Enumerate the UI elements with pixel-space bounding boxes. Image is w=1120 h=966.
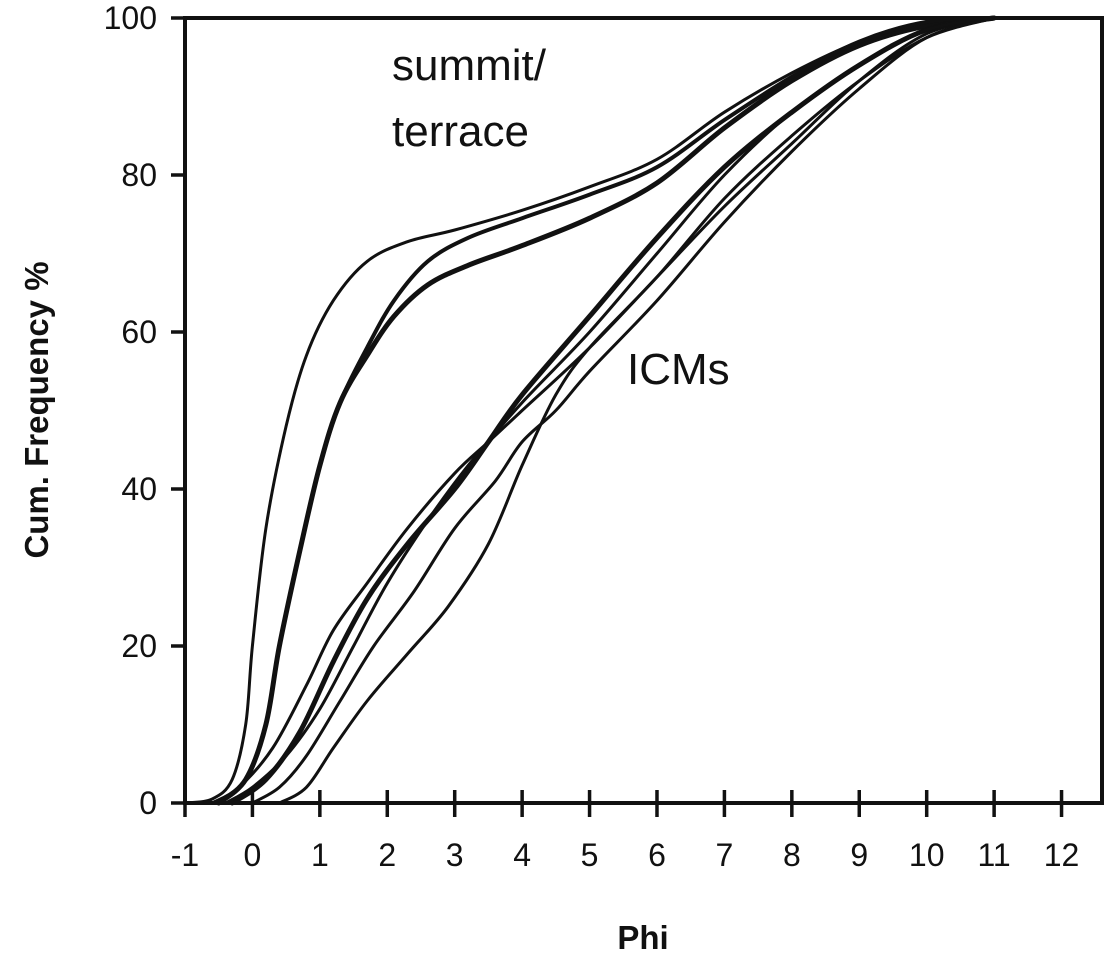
curve-ICMs-7: [250, 16, 996, 805]
y-tick-label-0: 0: [139, 785, 157, 821]
x-tick-label-5: 5: [581, 837, 599, 873]
x-tick-label-3: 3: [446, 837, 464, 873]
curve-ICMs-8: [277, 16, 996, 805]
x-tick-label-6: 6: [648, 837, 666, 873]
y-axis-title: Cum. Frequency %: [18, 261, 55, 558]
curve-ICMs-4: [210, 16, 996, 805]
x-tick-label-12: 12: [1044, 837, 1080, 873]
x-tick-label-9: 9: [850, 837, 868, 873]
y-tick-label-60: 60: [121, 314, 157, 350]
y-tick-label-40: 40: [121, 471, 157, 507]
x-axis-title: Phi: [617, 919, 668, 956]
x-tick-label-7: 7: [716, 837, 734, 873]
x-tick-label-10: 10: [909, 837, 945, 873]
curve-ICMs-5: [229, 15, 997, 806]
x-tick-label-1: 1: [311, 837, 329, 873]
annotation-summit: summit/: [392, 41, 547, 90]
ticks-layer: [171, 16, 1064, 817]
y-tick-label-80: 80: [121, 157, 157, 193]
y-tick-label-100: 100: [104, 0, 157, 36]
plot-frame: [183, 16, 1104, 805]
x-tick-label-0: 0: [244, 837, 262, 873]
annotation-icms: ICMs: [627, 345, 730, 394]
curve-ICMs-6: [224, 16, 996, 805]
x-tick-label-11: 11: [978, 837, 1011, 873]
x-tick-label-2: 2: [378, 837, 396, 873]
x-tick-label-4: 4: [513, 837, 531, 873]
curves-layer: [183, 15, 1104, 806]
x-tick-label-8: 8: [783, 837, 801, 873]
y-tick-label-20: 20: [121, 628, 157, 664]
x-tick-label--1: -1: [171, 837, 199, 873]
annotation-terrace: terrace: [392, 107, 529, 156]
curve-summit-terrace-3: [216, 16, 997, 805]
